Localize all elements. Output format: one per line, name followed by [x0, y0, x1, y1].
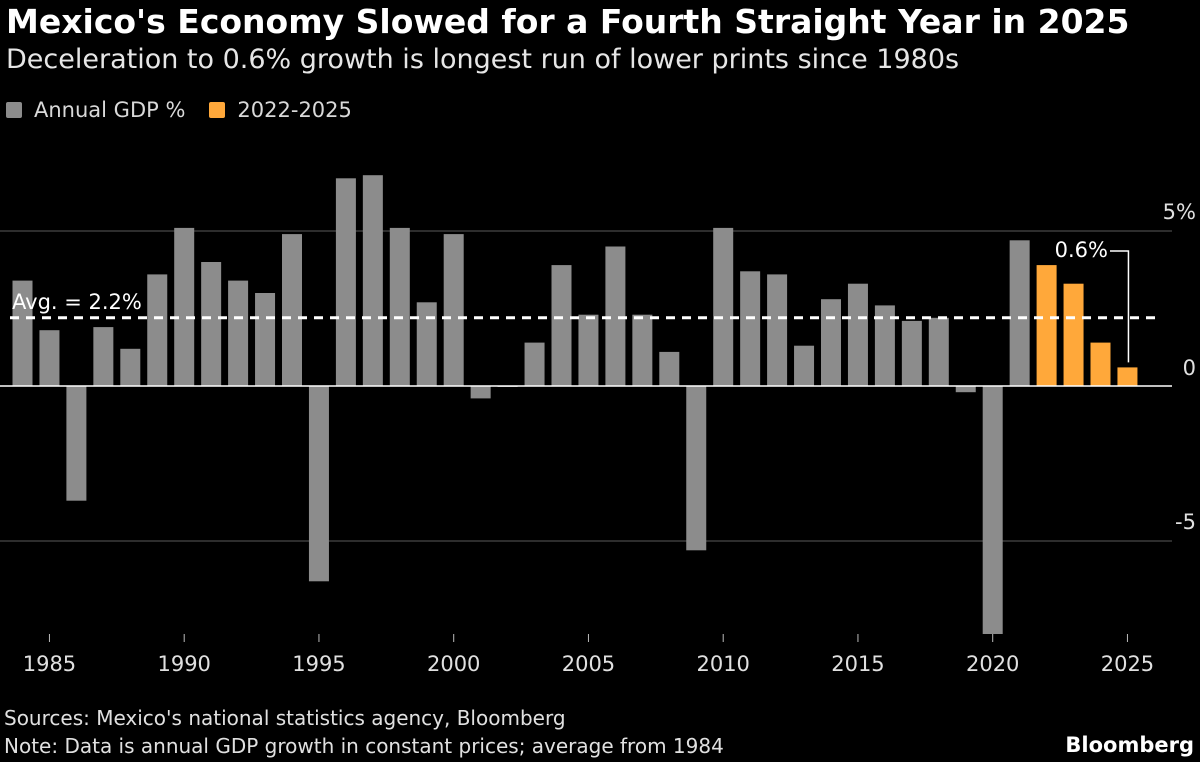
bar-2001	[470, 386, 491, 399]
bar-1997	[362, 175, 383, 386]
sources-text: Sources: Mexico's national statistics ag…	[4, 706, 566, 730]
x-tick-label-2005: 2005	[562, 652, 615, 676]
bar-1985	[39, 330, 60, 386]
y-tick-label-neg5: -5	[1175, 510, 1196, 534]
bar-2023	[1063, 283, 1084, 386]
x-tick-label-1990: 1990	[157, 652, 210, 676]
bar-2016	[874, 305, 895, 386]
bar-2022	[1036, 265, 1057, 386]
bar-1986	[66, 386, 87, 501]
bar-1991	[201, 262, 222, 386]
legend-swatch-2022-2025	[209, 102, 226, 118]
x-tick-label-1985: 1985	[23, 652, 76, 676]
bar-2020	[982, 386, 1003, 634]
bar-1993	[255, 293, 276, 386]
bar-2012	[767, 274, 788, 386]
legend-label-annual-gdp: Annual GDP %	[34, 98, 186, 122]
chart-subtitle: Deceleration to 0.6% growth is longest r…	[6, 44, 960, 75]
bar-2004	[551, 265, 572, 386]
note-text: Note: Data is annual GDP growth in const…	[4, 734, 724, 758]
bar-1999	[416, 302, 437, 386]
y-tick-label-0: 0	[1183, 356, 1196, 380]
bar-1996	[335, 178, 356, 386]
annotation-bracket	[1110, 250, 1130, 363]
y-tick-label-5: 5%	[1163, 200, 1196, 224]
bar-2009	[686, 386, 707, 551]
bar-2019	[955, 386, 976, 393]
annotation-label: 0.6%	[1055, 238, 1108, 262]
bar-1998	[389, 227, 410, 386]
bar-1984	[12, 280, 33, 386]
bar-1994	[282, 234, 302, 386]
bar-1990	[174, 227, 195, 386]
bar-2021	[1009, 240, 1030, 386]
bar-2010	[713, 227, 734, 386]
bloomberg-logo: Bloomberg	[1065, 733, 1194, 757]
legend: Annual GDP % 2022-2025	[6, 98, 376, 122]
bar-2006	[605, 246, 626, 386]
bar-1992	[228, 280, 249, 386]
bar-1995	[308, 386, 329, 582]
bar-2008	[659, 351, 680, 386]
bar-2024	[1090, 342, 1111, 386]
bar-2017	[901, 320, 922, 386]
x-tick-label-2010: 2010	[696, 652, 749, 676]
bar-2018	[928, 317, 949, 386]
legend-label-2022-2025: 2022-2025	[237, 98, 352, 122]
x-tick-label-2020: 2020	[966, 652, 1019, 676]
x-tick-label-1995: 1995	[292, 652, 345, 676]
bar-2011	[740, 271, 761, 386]
bar-2000	[443, 234, 464, 386]
bar-2015	[847, 283, 868, 386]
bar-2014	[821, 299, 841, 386]
average-label: Avg. = 2.2%	[12, 290, 142, 314]
bar-1989	[147, 274, 168, 386]
bar-2003	[524, 342, 545, 386]
bar-2007	[632, 314, 653, 386]
chart-title: Mexico's Economy Slowed for a Fourth Str…	[6, 2, 1130, 41]
legend-swatch-annual-gdp	[6, 102, 22, 118]
bar-2005	[578, 314, 599, 386]
x-tick-label-2015: 2015	[831, 652, 884, 676]
bar-2013	[794, 345, 815, 386]
legend-item-2022-2025: 2022-2025	[209, 98, 352, 122]
bar-2025	[1117, 367, 1138, 386]
x-tick-label-2025: 2025	[1101, 652, 1154, 676]
bar-1988	[120, 348, 141, 386]
legend-item-annual-gdp: Annual GDP %	[6, 98, 185, 122]
bar-1987	[93, 327, 114, 386]
x-tick-label-2000: 2000	[427, 652, 480, 676]
